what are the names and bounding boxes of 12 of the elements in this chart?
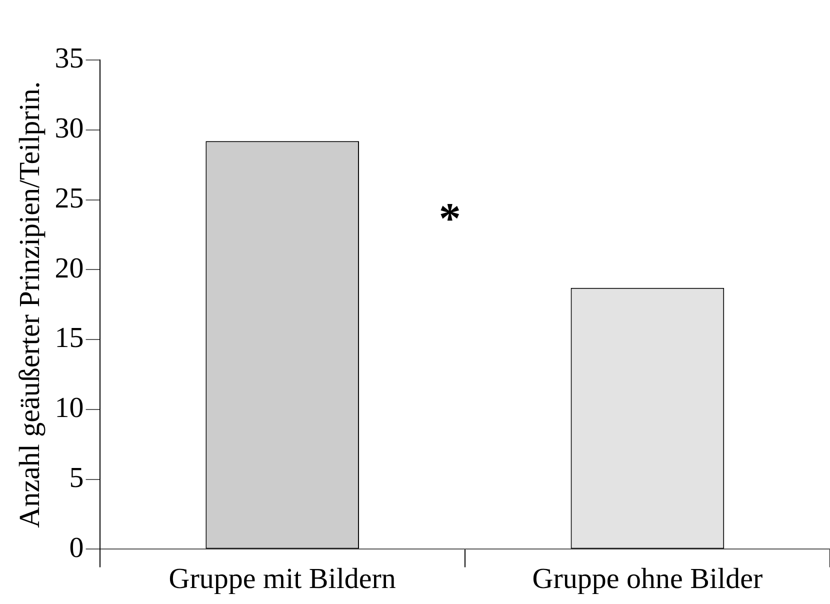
x-tick-label: Gruppe mit Bildern [168,563,396,596]
y-tick-label: 20 [54,252,84,284]
y-tick-label: 35 [54,42,84,75]
y-tick-label: 15 [54,322,84,354]
y-tick-label: 5 [69,462,84,494]
x-tick-label: Gruppe ohne Bilder [532,563,763,596]
y-tick-label: 10 [54,392,84,424]
y-tick-label: 30 [54,112,84,144]
y-tick-label: 25 [54,182,84,214]
y-tick-label: 0 [69,532,84,564]
annotation: * [438,194,461,243]
y-axis-title: Anzahl geäußerter Prinzipien/Teilprin. [14,81,46,528]
